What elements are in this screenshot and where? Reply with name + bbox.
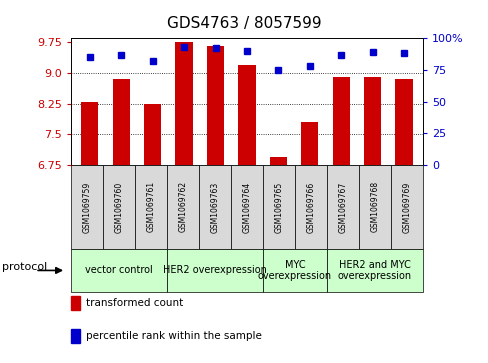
Text: GSM1069769: GSM1069769 bbox=[402, 181, 410, 233]
Text: HER2 and MYC
overexpression: HER2 and MYC overexpression bbox=[337, 260, 411, 281]
Bar bbox=[206, 46, 224, 165]
Text: GSM1069765: GSM1069765 bbox=[274, 181, 283, 233]
Text: GSM1069766: GSM1069766 bbox=[306, 181, 315, 233]
Text: GSM1069759: GSM1069759 bbox=[82, 181, 91, 233]
Text: GSM1069761: GSM1069761 bbox=[146, 182, 155, 232]
Bar bbox=[143, 104, 161, 165]
Bar bbox=[112, 79, 130, 165]
Text: vector control: vector control bbox=[85, 265, 152, 276]
Bar bbox=[363, 77, 381, 165]
Text: percentile rank within the sample: percentile rank within the sample bbox=[85, 331, 261, 341]
Bar bbox=[269, 157, 286, 165]
Text: GSM1069762: GSM1069762 bbox=[178, 182, 187, 232]
Text: transformed count: transformed count bbox=[85, 298, 183, 308]
Bar bbox=[81, 102, 98, 165]
Bar bbox=[175, 42, 192, 165]
Text: protocol: protocol bbox=[2, 262, 48, 272]
Text: GSM1069764: GSM1069764 bbox=[242, 181, 251, 233]
Bar bbox=[238, 65, 255, 165]
Text: GSM1069767: GSM1069767 bbox=[338, 181, 347, 233]
Bar bbox=[395, 79, 412, 165]
Text: GDS4763 / 8057599: GDS4763 / 8057599 bbox=[167, 16, 321, 31]
Text: HER2 overexpression: HER2 overexpression bbox=[163, 265, 266, 276]
Bar bbox=[301, 122, 318, 165]
Text: MYC
overexpression: MYC overexpression bbox=[257, 260, 331, 281]
Text: GSM1069768: GSM1069768 bbox=[370, 182, 379, 232]
Text: GSM1069760: GSM1069760 bbox=[114, 181, 123, 233]
Text: GSM1069763: GSM1069763 bbox=[210, 181, 219, 233]
Bar bbox=[332, 77, 349, 165]
